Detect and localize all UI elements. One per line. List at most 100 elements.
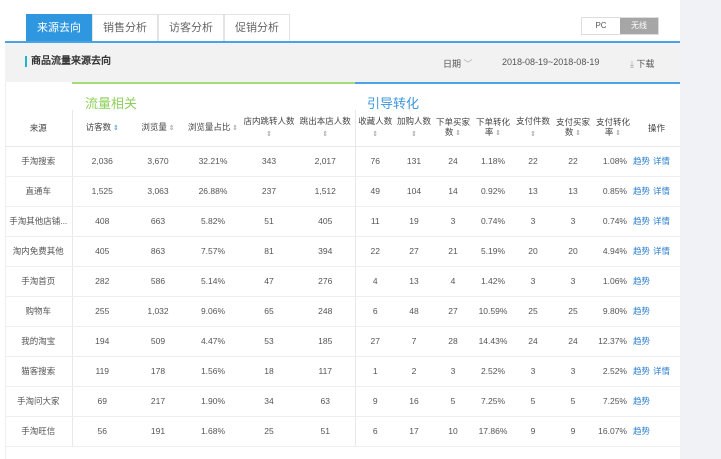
- detail-link[interactable]: 详情: [653, 366, 671, 376]
- sort-icon[interactable]: ⇕: [453, 129, 462, 137]
- detail-link[interactable]: 详情: [653, 246, 671, 256]
- detail-link[interactable]: 详情: [653, 156, 671, 166]
- sort-icon[interactable]: ⇕: [530, 130, 536, 138]
- trend-link[interactable]: 趋势: [633, 276, 651, 286]
- table-cell: 20: [553, 236, 593, 267]
- table-cell: 0.74%: [593, 206, 633, 237]
- trend-link[interactable]: 趋势: [633, 306, 651, 316]
- column-header[interactable]: 支付转化率 ⇕: [593, 110, 633, 147]
- column-header[interactable]: 浏览量占比 ⇕: [184, 110, 242, 147]
- trend-link[interactable]: 趋势: [633, 156, 651, 166]
- table-cell: 282: [72, 266, 132, 297]
- sort-icon[interactable]: ⇕: [613, 129, 622, 137]
- toggle-pc[interactable]: PC: [595, 21, 607, 30]
- table-cell: 1.42%: [473, 266, 513, 297]
- table-cell: 9: [355, 386, 395, 417]
- page-background: [680, 0, 721, 459]
- table-cell: 25: [513, 296, 553, 327]
- detail-link[interactable]: 详情: [653, 186, 671, 196]
- group-bar-traffic: [72, 82, 355, 84]
- column-header[interactable]: 收藏人数 ⇕: [355, 110, 395, 147]
- tab-1[interactable]: 销售分析: [92, 14, 158, 42]
- table-cell: 6: [355, 416, 395, 447]
- table-cell: 19: [395, 206, 433, 237]
- download-label: 下载: [636, 59, 655, 69]
- tab-0[interactable]: 来源去向: [26, 14, 92, 42]
- column-header[interactable]: 支付买家数 ⇕: [553, 110, 593, 147]
- group-bar-conversion: [355, 82, 680, 84]
- sort-icon[interactable]: ⇕: [573, 129, 582, 137]
- table-cell: 217: [132, 386, 184, 417]
- date-dropdown[interactable]: 日期 ﹀: [443, 57, 473, 70]
- table-cell: 5.82%: [184, 206, 242, 237]
- column-label: 下单买家数: [435, 116, 470, 137]
- trend-link[interactable]: 趋势: [633, 426, 651, 436]
- sort-icon[interactable]: ⇕: [230, 124, 239, 132]
- table-cell: 5: [513, 386, 553, 417]
- column-label: 支付件数: [515, 115, 550, 126]
- table-cell: 0.92%: [473, 176, 513, 207]
- column-label: 支付买家数: [555, 116, 590, 137]
- table-cell: 131: [395, 146, 433, 177]
- sort-icon[interactable]: ⇕: [372, 130, 379, 138]
- detail-link[interactable]: 详情: [653, 216, 671, 226]
- table-cell: 51: [296, 416, 356, 447]
- table-cell: 2.52%: [473, 356, 513, 387]
- actions-cell: 趋势 详情: [633, 146, 680, 177]
- table-cell: 手淘旺信: [5, 416, 73, 447]
- table-cell: 5.19%: [473, 236, 513, 267]
- trend-link[interactable]: 趋势: [633, 336, 651, 346]
- sort-icon[interactable]: ⇕: [322, 130, 329, 138]
- table-cell: 1.68%: [184, 416, 242, 447]
- column-header[interactable]: 支付件数 ⇕: [513, 110, 553, 147]
- divider: [5, 41, 680, 43]
- sort-icon[interactable]: ⇕: [411, 130, 417, 138]
- table-cell: 408: [72, 206, 132, 237]
- table-cell: 63: [296, 386, 356, 417]
- date-label: 日期: [443, 59, 462, 69]
- column-header[interactable]: 访客数 ⇕: [72, 110, 132, 147]
- sort-icon[interactable]: ⇕: [111, 124, 119, 132]
- table-cell: 49: [355, 176, 395, 207]
- column-header[interactable]: 店内跳转人数 ⇕: [242, 110, 296, 147]
- trend-link[interactable]: 趋势: [633, 246, 651, 256]
- download-button[interactable]: ⤓ 下载: [630, 57, 655, 70]
- table-cell: 586: [132, 266, 184, 297]
- column-label: 浏览量: [141, 121, 167, 132]
- trend-link[interactable]: 趋势: [633, 366, 651, 376]
- download-icon: ⤓: [630, 59, 634, 69]
- column-header[interactable]: 下单转化率 ⇕: [473, 110, 513, 147]
- column-header[interactable]: 跳出本店人数 ⇕: [296, 110, 356, 147]
- table-cell: 1.08%: [593, 146, 633, 177]
- column-header[interactable]: 下单买家数 ⇕: [433, 110, 473, 147]
- table-cell: 1,512: [296, 176, 356, 207]
- table-cell: 22: [513, 146, 553, 177]
- tab-3[interactable]: 促销分析: [224, 14, 290, 42]
- table-cell: 2,036: [72, 146, 132, 177]
- table-cell: 27: [433, 296, 473, 327]
- table-cell: 27: [395, 236, 433, 267]
- table-cell: 3: [553, 266, 593, 297]
- table-cell: 47: [242, 266, 296, 297]
- device-toggle: PC 无线: [581, 17, 659, 35]
- column-header[interactable]: 浏览量 ⇕: [132, 110, 184, 147]
- table-cell: 178: [132, 356, 184, 387]
- table-row: 手淘搜索 2,036 3,670 32.21% 343 2,017 76 131 24 1.18%…: [5, 146, 680, 177]
- table-cell: 663: [132, 206, 184, 237]
- sort-icon[interactable]: ⇕: [266, 130, 272, 138]
- table-row: 手淘其他店铺... 408 663 5.82% 51 405 11 19 3 0.74% 3 3 0.7…: [5, 206, 680, 237]
- sort-icon[interactable]: ⇕: [493, 129, 502, 137]
- table-cell: 56: [72, 416, 132, 447]
- sort-icon[interactable]: ⇕: [166, 124, 175, 132]
- toggle-wireless[interactable]: 无线: [620, 18, 658, 34]
- table-cell: 863: [132, 236, 184, 267]
- trend-link[interactable]: 趋势: [633, 216, 651, 226]
- source-table: 来源 访客数 ⇕ 浏览量 ⇕ 浏览量占比 ⇕ 店内跳转人数 ⇕ 跳出本店人数 ⇕ 收藏人数 …: [5, 110, 680, 447]
- table-cell: 2: [395, 356, 433, 387]
- tab-2[interactable]: 访客分析: [158, 14, 224, 42]
- trend-link[interactable]: 趋势: [633, 396, 651, 406]
- trend-link[interactable]: 趋势: [633, 186, 651, 196]
- table-cell: 185: [296, 326, 356, 357]
- column-header[interactable]: 加购人数 ⇕: [395, 110, 433, 147]
- table-cell: 509: [132, 326, 184, 357]
